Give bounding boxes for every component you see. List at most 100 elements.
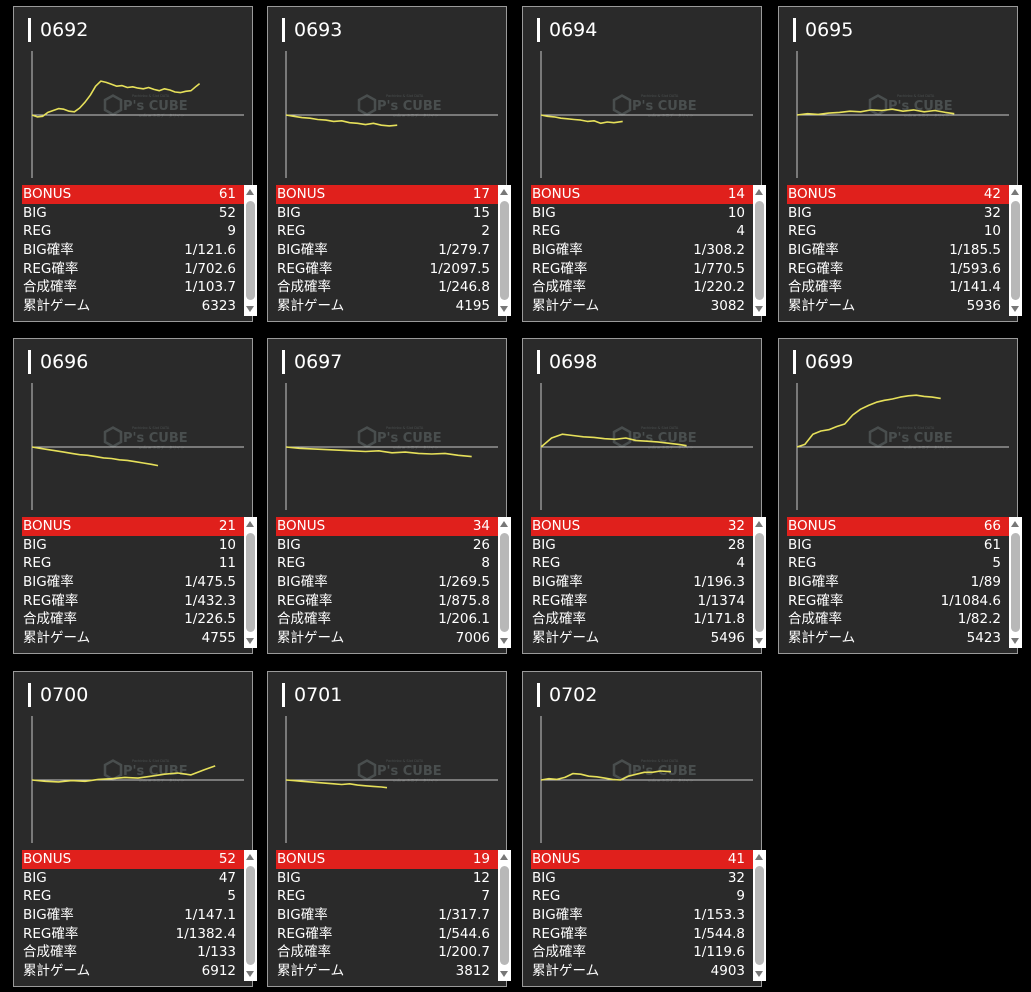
stat-value: 52 [218, 851, 236, 867]
machine-number[interactable]: 0699 [793, 350, 853, 374]
stat-row-reg: REG 9 [531, 887, 753, 906]
machine-number[interactable]: 0692 [28, 18, 88, 42]
machine-number[interactable]: 0695 [793, 18, 853, 42]
scroll-down-icon[interactable] [500, 306, 508, 312]
cube-icon [612, 426, 632, 448]
scroll-thumb[interactable] [500, 866, 509, 965]
stats-scrollbar[interactable] [753, 185, 766, 316]
scroll-up-icon[interactable] [755, 854, 763, 860]
scroll-up-icon[interactable] [755, 189, 763, 195]
scroll-down-icon[interactable] [1011, 306, 1019, 312]
stat-value: 1/246.8 [438, 279, 490, 296]
scroll-thumb[interactable] [500, 533, 509, 632]
stat-label: 累計ゲーム [788, 298, 856, 315]
stats-scrollbar[interactable] [244, 850, 257, 981]
stats-scrollbar[interactable] [753, 850, 766, 981]
stats-scrollbar[interactable] [498, 517, 511, 648]
stats-scrollbar[interactable] [1009, 185, 1022, 316]
scroll-thumb[interactable] [1011, 201, 1020, 300]
scroll-down-icon[interactable] [500, 971, 508, 977]
stats-table: BONUS 41 BIG 32 REG 9 BIG確率 1/153.3 REG確率 1/5… [531, 850, 753, 981]
machine-number[interactable]: 0702 [537, 683, 597, 707]
machine-number[interactable]: 0697 [282, 350, 342, 374]
scroll-thumb[interactable] [246, 533, 255, 632]
stat-value: 12 [472, 869, 490, 886]
scroll-thumb[interactable] [755, 533, 764, 632]
scroll-thumb[interactable] [755, 866, 764, 965]
stat-value: 5423 [966, 630, 1001, 647]
stat-value: 1/475.5 [184, 574, 236, 591]
stats-scrollbar[interactable] [753, 517, 766, 648]
stats-scrollbar[interactable] [498, 185, 511, 316]
scroll-down-icon[interactable] [1011, 638, 1019, 644]
scroll-thumb[interactable] [246, 866, 255, 965]
stat-label: REG確率 [277, 925, 333, 942]
stat-row-big-rate: BIG確率 1/121.6 [22, 241, 244, 260]
stat-label: BIG確率 [788, 242, 839, 259]
stat-value: 28 [727, 536, 745, 553]
scroll-up-icon[interactable] [500, 189, 508, 195]
scroll-thumb[interactable] [246, 201, 255, 300]
slump-line [285, 114, 398, 127]
machine-number[interactable]: 0701 [282, 683, 342, 707]
scroll-up-icon[interactable] [500, 854, 508, 860]
scroll-up-icon[interactable] [246, 189, 254, 195]
slump-line [540, 770, 671, 781]
scroll-down-icon[interactable] [755, 306, 763, 312]
scroll-down-icon[interactable] [246, 971, 254, 977]
machine-number[interactable]: 0698 [537, 350, 597, 374]
machine-number[interactable]: 0700 [28, 683, 88, 707]
stats-scrollbar[interactable] [244, 185, 257, 316]
stat-label: REG [532, 223, 561, 240]
stat-row-bonus: BONUS 14 [531, 185, 753, 204]
stats-scrollbar[interactable] [244, 517, 257, 648]
scroll-down-icon[interactable] [246, 306, 254, 312]
stat-value: 1/103.7 [184, 279, 236, 296]
stat-value: 7006 [455, 630, 490, 647]
scroll-thumb[interactable] [755, 201, 764, 300]
stat-value: 1/544.8 [693, 925, 745, 942]
stat-label: REG [788, 223, 817, 240]
machine-number[interactable]: 0694 [537, 18, 597, 42]
stat-row-reg-rate: REG確率 1/544.8 [531, 925, 753, 944]
machine-number[interactable]: 0696 [28, 350, 88, 374]
stats-scrollbar[interactable] [498, 850, 511, 981]
scroll-down-icon[interactable] [755, 971, 763, 977]
slump-line [31, 80, 201, 118]
stat-label: 累計ゲーム [23, 298, 91, 315]
stat-label: 合成確率 [277, 944, 331, 961]
stat-row-total-games: 累計ゲーム 3812 [276, 962, 498, 981]
scroll-up-icon[interactable] [500, 521, 508, 527]
stats-scrollbar[interactable] [1009, 517, 1022, 648]
stat-row-reg: REG 9 [22, 222, 244, 241]
scroll-up-icon[interactable] [246, 854, 254, 860]
stats-table: BONUS 34 BIG 26 REG 8 BIG確率 1/269.5 REG確率 1/8… [276, 517, 498, 648]
scroll-down-icon[interactable] [500, 638, 508, 644]
scroll-up-icon[interactable] [1011, 521, 1019, 527]
scroll-thumb[interactable] [1011, 533, 1020, 632]
stat-label: BIG確率 [788, 574, 839, 591]
scroll-up-icon[interactable] [755, 521, 763, 527]
stat-value: 1/1374 [697, 592, 746, 609]
scroll-down-icon[interactable] [246, 638, 254, 644]
scroll-up-icon[interactable] [246, 521, 254, 527]
stat-row-total-games: 累計ゲーム 5423 [787, 629, 1009, 648]
scroll-thumb[interactable] [500, 201, 509, 300]
machine-number[interactable]: 0693 [282, 18, 342, 42]
scroll-up-icon[interactable] [1011, 189, 1019, 195]
scroll-down-icon[interactable] [755, 638, 763, 644]
